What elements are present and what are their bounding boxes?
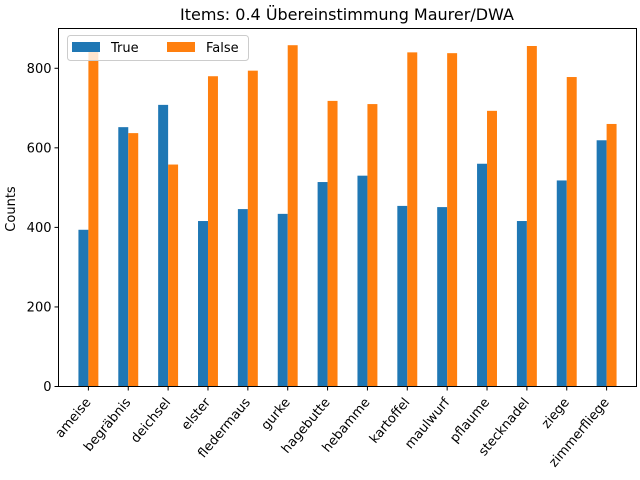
bar-false-hagebutte bbox=[327, 100, 338, 387]
bar-true-ameise bbox=[78, 229, 89, 387]
bar-false-zimmerfliege bbox=[606, 123, 617, 387]
legend: True False bbox=[67, 35, 249, 61]
y-axis: 0 200 400 600 800 bbox=[27, 62, 59, 395]
bar-true-hebamme bbox=[357, 175, 368, 387]
y-axis-label: Counts bbox=[4, 186, 19, 232]
x-tick-label: ziege bbox=[539, 395, 573, 431]
x-tick-label: ameise bbox=[53, 395, 95, 441]
bars-group bbox=[78, 42, 617, 387]
y-tick-label: 0 bbox=[43, 380, 51, 395]
legend-box bbox=[67, 35, 249, 61]
bar-false-deichsel bbox=[168, 164, 179, 387]
x-tick-label: gurke bbox=[259, 395, 294, 433]
x-tick-label: deichsel bbox=[128, 395, 174, 446]
bar-true-begräbnis bbox=[118, 127, 129, 387]
bar-true-zimmerfliege bbox=[596, 140, 607, 387]
bar-false-gurke bbox=[287, 45, 298, 387]
bar-true-fledermaus bbox=[237, 209, 248, 387]
bar-true-ziege bbox=[556, 180, 567, 387]
bar-false-ziege bbox=[566, 77, 577, 387]
bar-true-hagebutte bbox=[317, 182, 328, 387]
bar-false-elster bbox=[207, 76, 218, 387]
y-tick-label: 600 bbox=[27, 141, 52, 156]
bar-true-stecknadel bbox=[516, 221, 527, 387]
x-tick-label: elster bbox=[179, 395, 215, 433]
chart-title: Items: 0.4 Übereinstimmung Maurer/DWA bbox=[180, 5, 514, 24]
bar-true-elster bbox=[198, 221, 208, 387]
bar-false-kartoffel bbox=[407, 52, 418, 387]
bar-true-maulwurf bbox=[437, 207, 448, 387]
bar-true-pflaume bbox=[477, 163, 488, 387]
bar-true-gurke bbox=[277, 213, 288, 387]
bar-false-stecknadel bbox=[526, 46, 537, 387]
bar-false-fledermaus bbox=[247, 70, 258, 387]
y-tick-label: 200 bbox=[27, 300, 52, 315]
legend-swatch-false bbox=[167, 42, 195, 52]
bar-false-hebamme bbox=[367, 104, 378, 387]
plot-frame bbox=[58, 28, 637, 387]
bar-true-kartoffel bbox=[397, 205, 408, 387]
bar-false-begräbnis bbox=[128, 133, 139, 387]
bar-true-deichsel bbox=[158, 104, 169, 387]
bar-false-ameise bbox=[88, 42, 99, 387]
bar-false-pflaume bbox=[487, 110, 497, 387]
bar-false-maulwurf bbox=[447, 53, 458, 387]
legend-label-false: False bbox=[206, 41, 239, 56]
legend-swatch-true bbox=[72, 42, 100, 52]
y-tick-label: 400 bbox=[27, 221, 52, 236]
legend-label-true: True bbox=[110, 41, 139, 56]
y-tick-label: 800 bbox=[27, 62, 52, 77]
